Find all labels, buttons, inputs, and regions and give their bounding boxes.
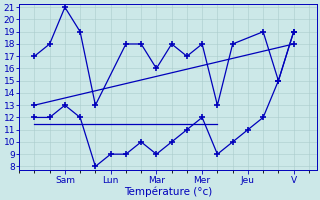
X-axis label: Température (°c): Température (°c) [124,186,212,197]
